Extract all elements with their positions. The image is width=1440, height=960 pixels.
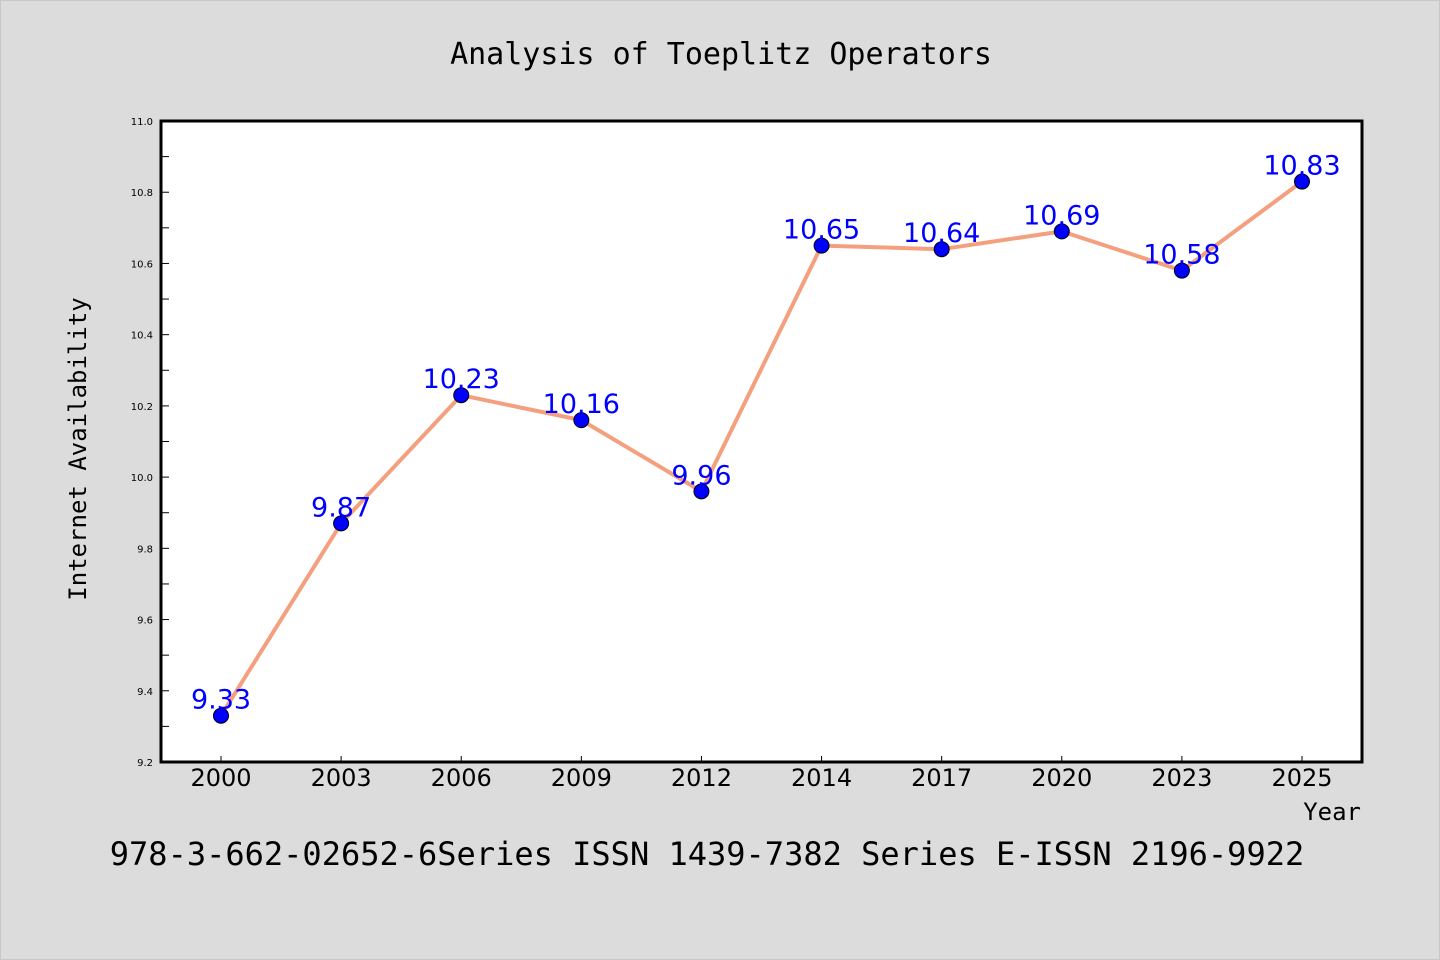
x-tick-label: 2009 [551,764,612,792]
y-tick-label: 9.4 [137,687,153,698]
data-label: 10.23 [423,364,500,395]
y-tick-label: 10.0 [131,473,153,484]
x-tick-label: 2003 [311,764,372,792]
x-tick-label: 2025 [1271,764,1332,792]
x-tick-label: 2020 [1031,764,1092,792]
data-point [1294,173,1310,190]
data-label: 10.69 [1023,200,1100,231]
series-line [219,179,1304,718]
series-layer: 9.33 9.87 10.23 10.16 9.96 10.65 10.64 10.69 10.… [191,151,1341,724]
data-point [453,387,470,404]
y-tick-label: 10.8 [131,188,153,199]
y-tick-label: 10.6 [131,259,153,270]
x-tick-label: 2014 [791,764,852,792]
y-axis: 9.2 9.4 9.6 9.8 10.0 10.2 10.4 10.6 10.8 11.0 [131,117,169,769]
data-point [573,412,590,429]
y-tick-label: 9.6 [137,616,153,627]
data-point [1053,223,1070,240]
plot-area [159,119,1364,764]
data-label: 10.58 [1143,240,1220,271]
data-label: 10.64 [903,218,980,249]
data-point [1173,262,1190,279]
y-tick-label: 10.4 [131,331,153,342]
data-label: 10.65 [783,215,860,246]
data-label: 9.87 [311,492,371,523]
chart-title: Analysis of Toeplitz Operators [450,37,992,72]
x-tick-label: 2017 [911,764,972,792]
data-point [213,707,229,724]
data-point [933,241,950,258]
data-label: 10.83 [1263,151,1340,182]
x-tick-label: 2006 [431,764,492,792]
x-tick-label: 2000 [190,764,251,792]
footer-isbn-text: 978-3-662-02652-6Series ISSN 1439-7382 S… [110,835,1304,873]
x-axis: 2000 2003 2006 2009 2012 2014 2017 2020 2023 2025 [190,756,1333,792]
y-tick-label: 11.0 [131,117,153,128]
y-tick-label: 9.8 [137,544,153,555]
y-tick-label: 10.2 [131,402,153,413]
data-point [813,237,830,254]
x-tick-label: 2023 [1151,764,1212,792]
x-tick-label: 2012 [671,764,732,792]
data-point [333,515,350,532]
y-axis-title: Internet Availability [64,297,92,600]
y-tick-label: 9.2 [137,758,153,769]
data-label: 9.33 [191,685,251,716]
data-label: 10.16 [543,389,620,420]
data-label: 9.96 [671,460,731,491]
x-axis-title: Year [1303,798,1361,826]
data-point [693,483,710,500]
